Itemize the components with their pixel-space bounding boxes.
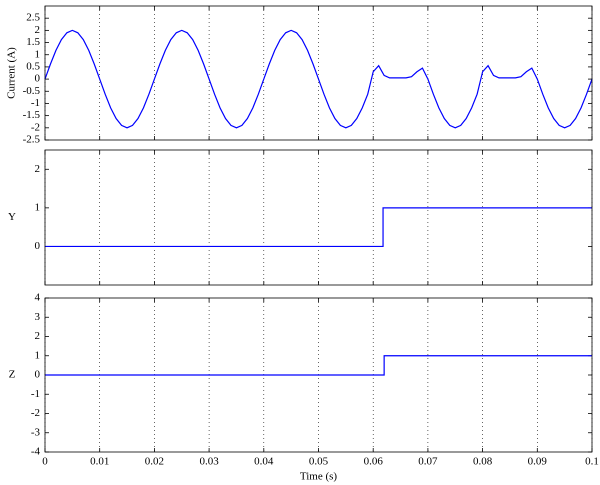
y-tick-label: -1 bbox=[31, 388, 40, 400]
y-tick-label: -2.5 bbox=[23, 134, 41, 146]
x-tick-label: 0.05 bbox=[309, 456, 329, 468]
y-tick-label: 2 bbox=[35, 330, 41, 342]
y-tick-label: 0 bbox=[35, 369, 41, 381]
y-tick-label: -1.5 bbox=[23, 109, 41, 121]
line-series bbox=[45, 207, 592, 248]
y-tick-label: 3 bbox=[35, 311, 41, 323]
line-series bbox=[44, 29, 593, 129]
y-tick-label: -2 bbox=[31, 407, 40, 419]
y-tick-label: 1 bbox=[35, 48, 41, 60]
y-tick-label: -0.5 bbox=[23, 85, 41, 97]
y-axis-label: Z bbox=[9, 369, 16, 381]
x-tick-label: 0.08 bbox=[473, 456, 493, 468]
y-tick-label: 0 bbox=[35, 73, 41, 85]
x-tick-label: 0.07 bbox=[418, 456, 438, 468]
y-tick-label: 1 bbox=[35, 349, 41, 361]
y-tick-label: -4 bbox=[31, 446, 41, 458]
plot-frame bbox=[44, 149, 593, 286]
y-tick-label: -3 bbox=[31, 426, 41, 438]
y-tick-label: 1.5 bbox=[26, 36, 40, 48]
plot-frame bbox=[44, 297, 593, 453]
y-axis-label: Current (A) bbox=[6, 47, 18, 99]
x-tick-label: 0.09 bbox=[528, 456, 548, 468]
line-series bbox=[45, 355, 592, 376]
x-tick-label: 0 bbox=[42, 456, 48, 468]
plot-frame bbox=[44, 5, 593, 141]
y-tick-label: 4 bbox=[35, 292, 41, 304]
y-tick-label: 0.5 bbox=[26, 60, 40, 72]
y-tick-label: 1 bbox=[35, 201, 41, 213]
y-tick-label: 2 bbox=[35, 163, 41, 175]
x-tick-label: 0.03 bbox=[199, 456, 219, 468]
y-axis-label: Y bbox=[8, 211, 16, 223]
x-tick-label: 0.02 bbox=[145, 456, 164, 468]
y-tick-label: 2 bbox=[35, 24, 41, 36]
x-tick-label: 0.06 bbox=[364, 456, 384, 468]
x-tick-label: 0.01 bbox=[90, 456, 109, 468]
y-tick-label: -2 bbox=[31, 121, 40, 133]
y-tick-label: 0 bbox=[35, 240, 41, 252]
x-tick-label: 0.1 bbox=[585, 456, 599, 468]
plot-area bbox=[45, 6, 592, 140]
y-tick-label: 2.5 bbox=[26, 12, 40, 24]
x-tick-label: 0.04 bbox=[254, 456, 274, 468]
y-tick-label: -1 bbox=[31, 97, 40, 109]
x-axis-label: Time (s) bbox=[300, 471, 338, 483]
